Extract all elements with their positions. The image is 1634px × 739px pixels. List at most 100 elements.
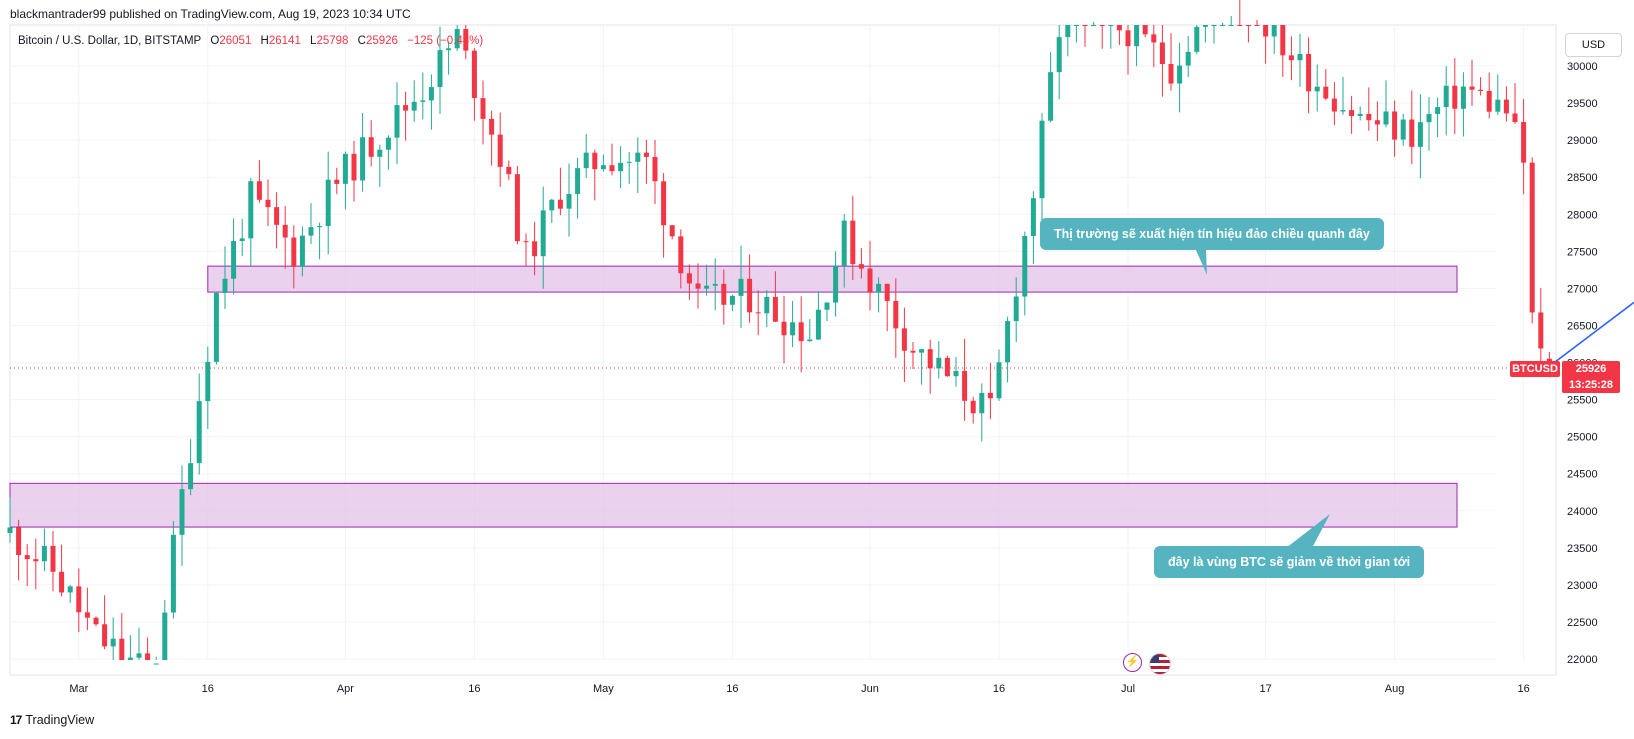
candle <box>1529 157 1535 324</box>
x-tick-label: Mar <box>69 683 88 695</box>
candle-body <box>609 165 615 172</box>
candle-body <box>136 653 142 658</box>
candle-body <box>712 283 718 286</box>
x-tick-label: 16 <box>202 683 214 695</box>
candle-body <box>876 283 882 293</box>
x-tick-label: 16 <box>726 683 738 695</box>
candle <box>1443 66 1449 136</box>
x-tick-label: Jun <box>861 683 879 695</box>
legend-low-label: L <box>310 35 317 47</box>
candle-body <box>669 225 675 237</box>
footer-brand[interactable]: 17 TradingView <box>10 713 94 727</box>
candle <box>1314 64 1320 112</box>
y-tick-label: 22500 <box>1567 617 1598 629</box>
candle-body <box>59 571 65 593</box>
candle-body <box>308 227 314 236</box>
candle-body <box>162 612 168 660</box>
candle <box>747 254 753 323</box>
candle <box>428 74 434 130</box>
candle <box>377 144 383 187</box>
candle <box>265 179 271 226</box>
candle <box>1521 99 1527 195</box>
candle <box>781 295 787 364</box>
candle <box>162 599 168 660</box>
candle <box>540 186 546 289</box>
candle-body <box>1280 25 1286 56</box>
candle <box>1237 0 1243 26</box>
candle <box>523 233 529 267</box>
candle-body <box>110 638 116 647</box>
candle <box>188 439 194 496</box>
candle-body <box>772 296 778 322</box>
candle <box>196 373 202 475</box>
candle <box>686 264 692 300</box>
candle <box>256 160 262 203</box>
candle-body <box>1349 110 1355 117</box>
candle-body <box>1099 25 1105 26</box>
candle-body <box>1366 113 1372 121</box>
y-tick-label: 26500 <box>1567 320 1598 332</box>
currency-button[interactable]: USD <box>1565 33 1622 57</box>
candle-body <box>867 268 873 293</box>
candle-body <box>807 339 813 342</box>
flash-icon[interactable]: ⚡ <box>1123 653 1142 672</box>
candle-body <box>1486 90 1492 112</box>
bar-countdown: 13:25:28 <box>1568 379 1614 391</box>
candle-body <box>342 153 348 184</box>
candle <box>403 91 409 141</box>
candle <box>1245 25 1251 43</box>
candle <box>790 300 796 348</box>
candle-body <box>893 300 899 329</box>
candle <box>618 146 624 189</box>
candle-body <box>1245 25 1251 26</box>
candle-body <box>695 283 701 289</box>
candle <box>446 41 452 75</box>
candle-body <box>678 236 684 274</box>
candle-body <box>901 328 907 351</box>
candle <box>1202 25 1208 43</box>
candle <box>532 221 538 276</box>
candle <box>1099 25 1105 49</box>
candle-body <box>196 401 202 464</box>
candle-body <box>480 98 486 119</box>
candle-body <box>41 545 47 562</box>
us-flag-icon[interactable] <box>1149 653 1171 675</box>
candle-body <box>592 152 598 170</box>
candle <box>1151 25 1157 68</box>
candle <box>1366 87 1372 131</box>
candle-body <box>506 166 512 175</box>
candle <box>1177 42 1183 113</box>
candle <box>1228 15 1234 26</box>
candle <box>1323 69 1329 101</box>
candle <box>471 48 477 121</box>
candle <box>1125 25 1131 75</box>
candle-body <box>729 295 735 305</box>
candle <box>1409 90 1415 165</box>
candle-body <box>1073 25 1079 26</box>
candle-body <box>411 101 417 111</box>
candle-body <box>1116 25 1122 31</box>
legend-close: 25926 <box>365 35 398 47</box>
candle <box>411 80 417 122</box>
candle <box>1211 25 1217 44</box>
candle-body <box>179 489 185 535</box>
candle-body <box>1263 25 1269 37</box>
candle <box>1374 101 1380 142</box>
candle-body <box>764 296 770 314</box>
candle-body <box>979 392 985 414</box>
candle <box>1030 191 1036 265</box>
candle <box>953 356 959 387</box>
candle <box>368 120 374 167</box>
last-price-tag: 25926 13:25:28 <box>1562 361 1620 393</box>
candle <box>944 355 950 377</box>
candle-body <box>1426 114 1432 123</box>
candle <box>145 637 151 660</box>
candle-body <box>119 638 125 660</box>
candle <box>1435 97 1441 137</box>
candle <box>1194 25 1200 55</box>
candle-body <box>1443 85 1449 108</box>
candle <box>1349 95 1355 134</box>
candle <box>325 151 331 255</box>
candle-body <box>222 278 228 293</box>
